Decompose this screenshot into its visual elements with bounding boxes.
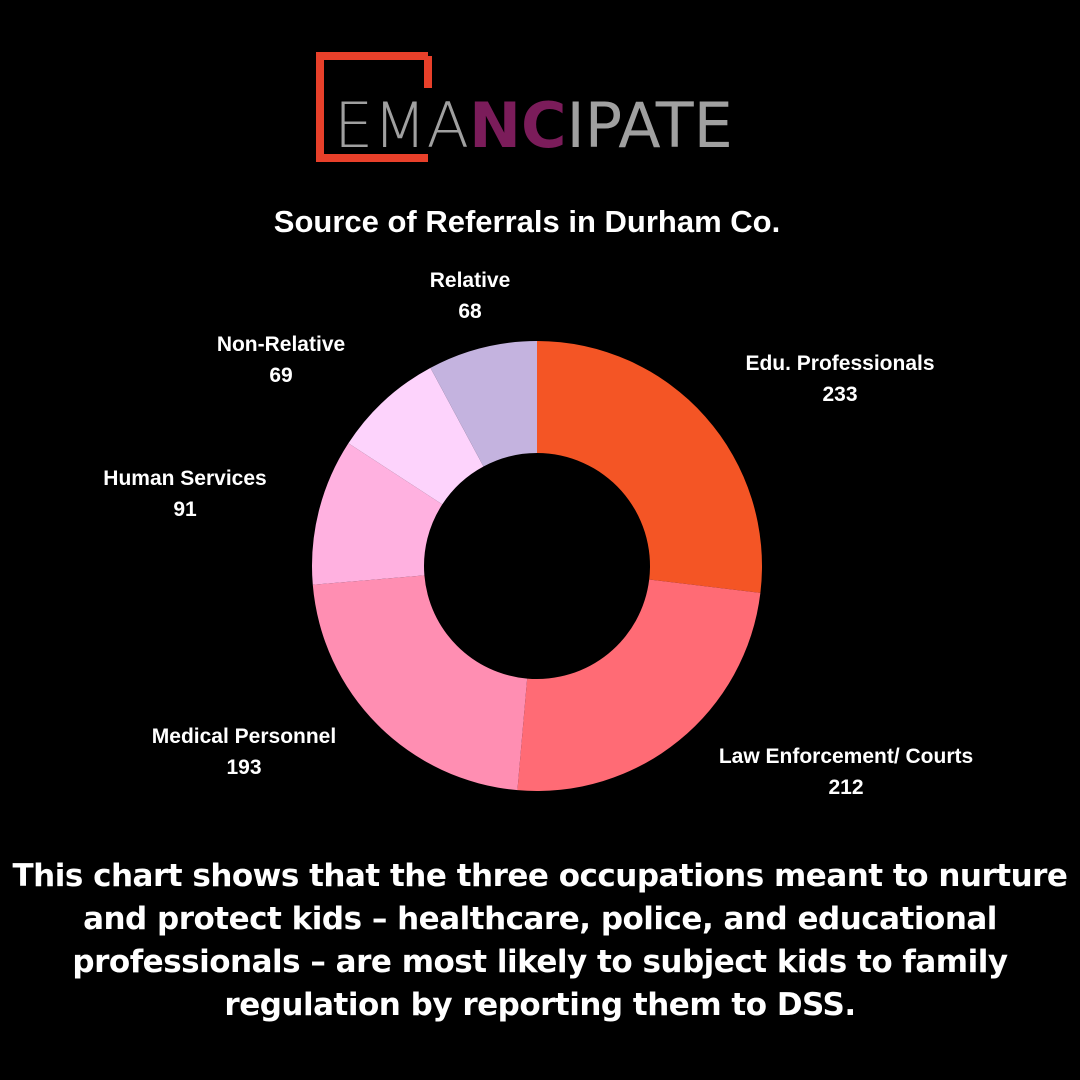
logo-part: IPATE: [566, 89, 732, 162]
slice-value: 69: [269, 364, 292, 387]
slice-value: 91: [173, 498, 197, 521]
slice: [311, 443, 443, 585]
slice-value: 68: [458, 300, 482, 323]
slice-label: Relative: [430, 269, 511, 292]
slice: [537, 341, 762, 593]
logo-part: EMA: [334, 89, 469, 162]
slice: [430, 341, 537, 467]
slice-label: Medical Personnel: [152, 725, 336, 748]
chart-title: Source of Referrals in Durham Co.: [274, 204, 780, 239]
slice: [348, 367, 484, 505]
slice-label: Human Services: [103, 467, 266, 490]
chart: EMANCIPATE Source of Referrals in Durham…: [103, 52, 973, 799]
logo: EMANCIPATE: [334, 89, 733, 162]
slice-label: Non-Relative: [217, 333, 345, 356]
slice-value: 212: [828, 776, 863, 799]
slice: [517, 579, 761, 792]
slice-value: 193: [226, 756, 261, 779]
slice: [312, 575, 528, 791]
logo-bracket: [316, 52, 428, 162]
slice-label: Edu. Professionals: [745, 352, 934, 375]
donut: [311, 341, 762, 792]
logo-part: NC: [469, 89, 566, 162]
slice-value: 233: [822, 383, 857, 406]
slice-label: Law Enforcement/ Courts: [719, 745, 973, 768]
caption: This chart shows that the three occupati…: [12, 858, 1068, 1023]
